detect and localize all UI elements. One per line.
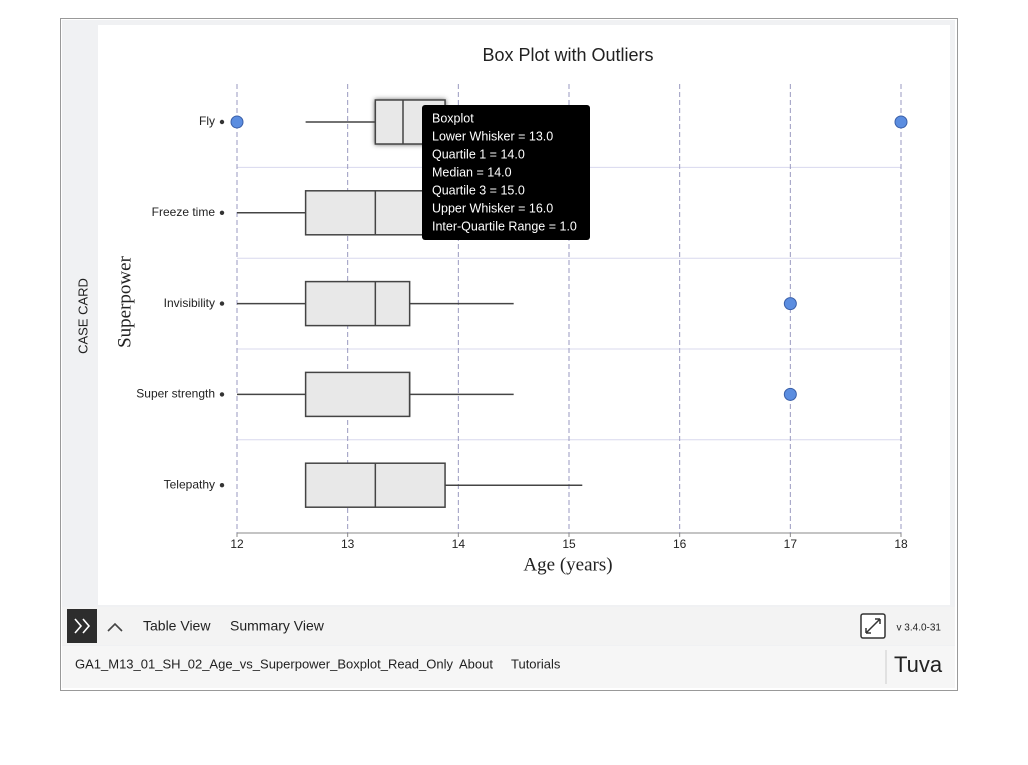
y-tick-label: Fly: [199, 114, 215, 128]
expand-icon: [74, 618, 91, 634]
x-axis-label: Age (years): [523, 554, 612, 575]
x-tick-label: 15: [562, 537, 576, 551]
chart-title: Box Plot with Outliers: [482, 45, 653, 65]
outlier: [894, 115, 908, 129]
y-tick: [219, 301, 225, 306]
tuva-logo[interactable]: Tuva: [894, 652, 943, 677]
tooltip-line: Boxplot: [432, 111, 474, 125]
tooltip-line: Inter-Quartile Range = 1.0: [432, 219, 577, 233]
fullscreen-icon: [865, 618, 881, 634]
x-tick-label: 18: [894, 537, 908, 551]
y-tick: [219, 483, 225, 488]
summary-view-tab[interactable]: Summary View: [230, 618, 325, 634]
outlier: [783, 387, 797, 401]
y-tick-label: Freeze time: [152, 205, 216, 219]
tooltip-line: Lower Whisker = 13.0: [432, 129, 553, 143]
tooltip-line: Median = 14.0: [432, 165, 512, 179]
box: [304, 371, 411, 418]
y-tick-label: Telepathy: [164, 477, 215, 491]
case-card-label[interactable]: CASE CARD: [75, 278, 90, 354]
y-tick-label: Invisibility: [164, 296, 215, 310]
collapse-caret[interactable]: [107, 622, 123, 632]
table-view-tab[interactable]: Table View: [143, 618, 211, 634]
y-tick-label: Super strength: [136, 387, 215, 401]
x-tick-label: 17: [784, 537, 798, 551]
x-tick-label: 12: [230, 537, 244, 551]
toolbar: [62, 607, 955, 645]
x-tick-label: 16: [673, 537, 687, 551]
y-tick: [219, 210, 225, 215]
version-label: v 3.4.0-31: [897, 623, 942, 634]
x-tick-label: 13: [341, 537, 355, 551]
x-tick-label: 14: [452, 537, 466, 551]
tooltip-line: Upper Whisker = 16.0: [432, 201, 553, 215]
box: [304, 280, 411, 327]
outlier: [783, 297, 797, 311]
tooltip: [422, 105, 590, 240]
footer: [62, 646, 955, 688]
y-axis-label: Superpower: [114, 255, 135, 347]
about-link[interactable]: About: [459, 656, 493, 671]
outlier: [230, 115, 244, 129]
tooltip-line: Quartile 3 = 15.0: [432, 183, 525, 197]
tutorials-link[interactable]: Tutorials: [511, 656, 561, 671]
y-tick: [219, 392, 225, 397]
document-name: GA1_M13_01_SH_02_Age_vs_Superpower_Boxpl…: [75, 656, 453, 671]
case-card-strip[interactable]: [62, 20, 97, 605]
tooltip-line: Quartile 1 = 14.0: [432, 147, 525, 161]
y-tick: [219, 119, 225, 125]
